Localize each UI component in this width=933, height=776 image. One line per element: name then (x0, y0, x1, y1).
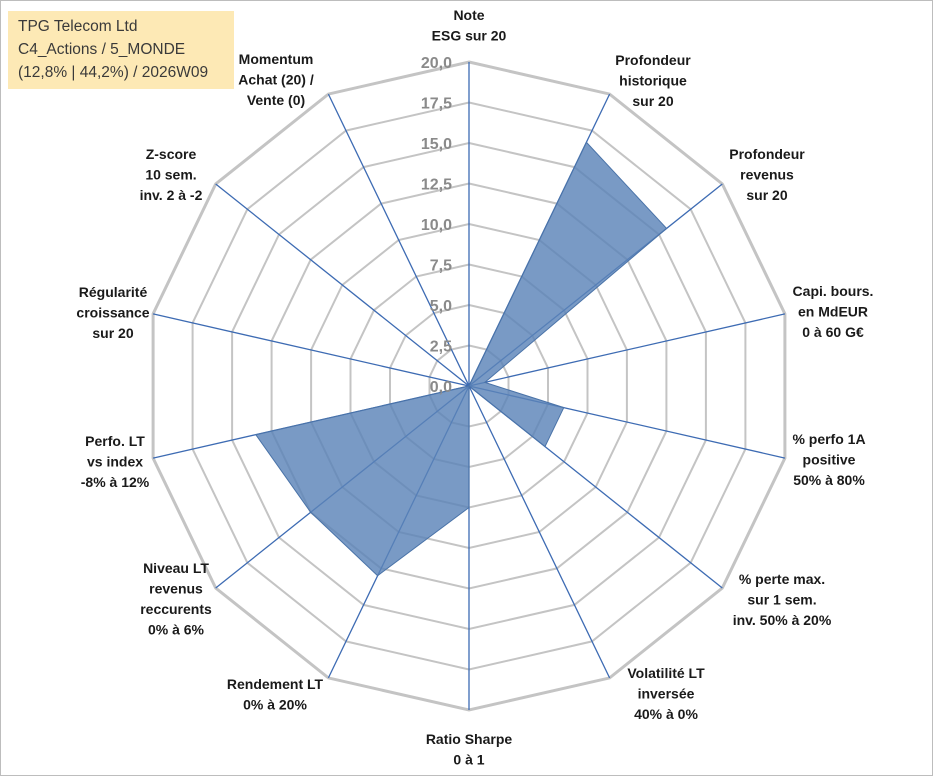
info-company: TPG Telecom Ltd (18, 18, 138, 35)
axis-label-13: Momentum Achat (20) / Vente (0) (238, 51, 314, 108)
radar-axis-labels: Note ESG sur 20 Profondeur historique sur 20… (76, 7, 873, 768)
tick-label: 10,0 (421, 217, 452, 234)
tick-label: 20,0 (421, 55, 452, 72)
info-stats: (12,8% | 44,2%) / 2026W09 (18, 64, 209, 81)
series-area (254, 141, 668, 577)
axis-label-7: Ratio Sharpe 0 à 1 (426, 731, 513, 768)
info-box: TPG Telecom Ltd C4_Actions / 5_MONDE (12… (8, 11, 234, 89)
axis-label-3: Capi. bours. en MdEUR 0 à 60 G€ (793, 283, 874, 340)
spoke-13 (327, 93, 470, 387)
tick-label: 2,5 (430, 339, 452, 356)
spoke-12 (215, 183, 470, 387)
spoke-3 (468, 313, 786, 387)
info-category: C4_Actions / 5_MONDE (18, 41, 186, 58)
axis-label-8: Rendement LT 0% à 20% (227, 676, 324, 713)
axis-label-6: Volatilité LT inversée 40% à 0% (627, 665, 705, 722)
axis-label-5: % perte max. sur 1 sem. inv. 50% à 20% (733, 571, 832, 628)
tick-label: 17,5 (421, 96, 452, 113)
axis-label-10: Perfo. LT vs index -8% à 12% (81, 433, 150, 490)
axis-label-1: Profondeur historique sur 20 (615, 52, 691, 109)
axis-label-9: Niveau LT revenus reccurents 0% à 6% (140, 560, 212, 638)
axis-label-2: Profondeur revenus sur 20 (729, 146, 805, 203)
spoke-11 (152, 313, 470, 387)
spoke-6 (468, 385, 611, 679)
radar-tick-labels: 0,0 2,5 5,0 7,5 10,0 12,5 15,0 17,5 20,0 (421, 55, 452, 396)
axis-label-11: Régularité croissance sur 20 (76, 284, 149, 341)
axis-label-12: Z-score 10 sem. inv. 2 à -2 (140, 146, 203, 203)
tick-label: 5,0 (430, 298, 452, 315)
tick-label: 7,5 (430, 258, 452, 275)
tick-label: 0,0 (430, 379, 452, 396)
axis-label-4: % perfo 1A positive 50% à 80% (792, 431, 865, 488)
tick-label: 15,0 (421, 136, 452, 153)
radar-series (254, 141, 668, 577)
axis-label-0: Note ESG sur 20 (432, 7, 507, 44)
tick-label: 12,5 (421, 177, 452, 194)
